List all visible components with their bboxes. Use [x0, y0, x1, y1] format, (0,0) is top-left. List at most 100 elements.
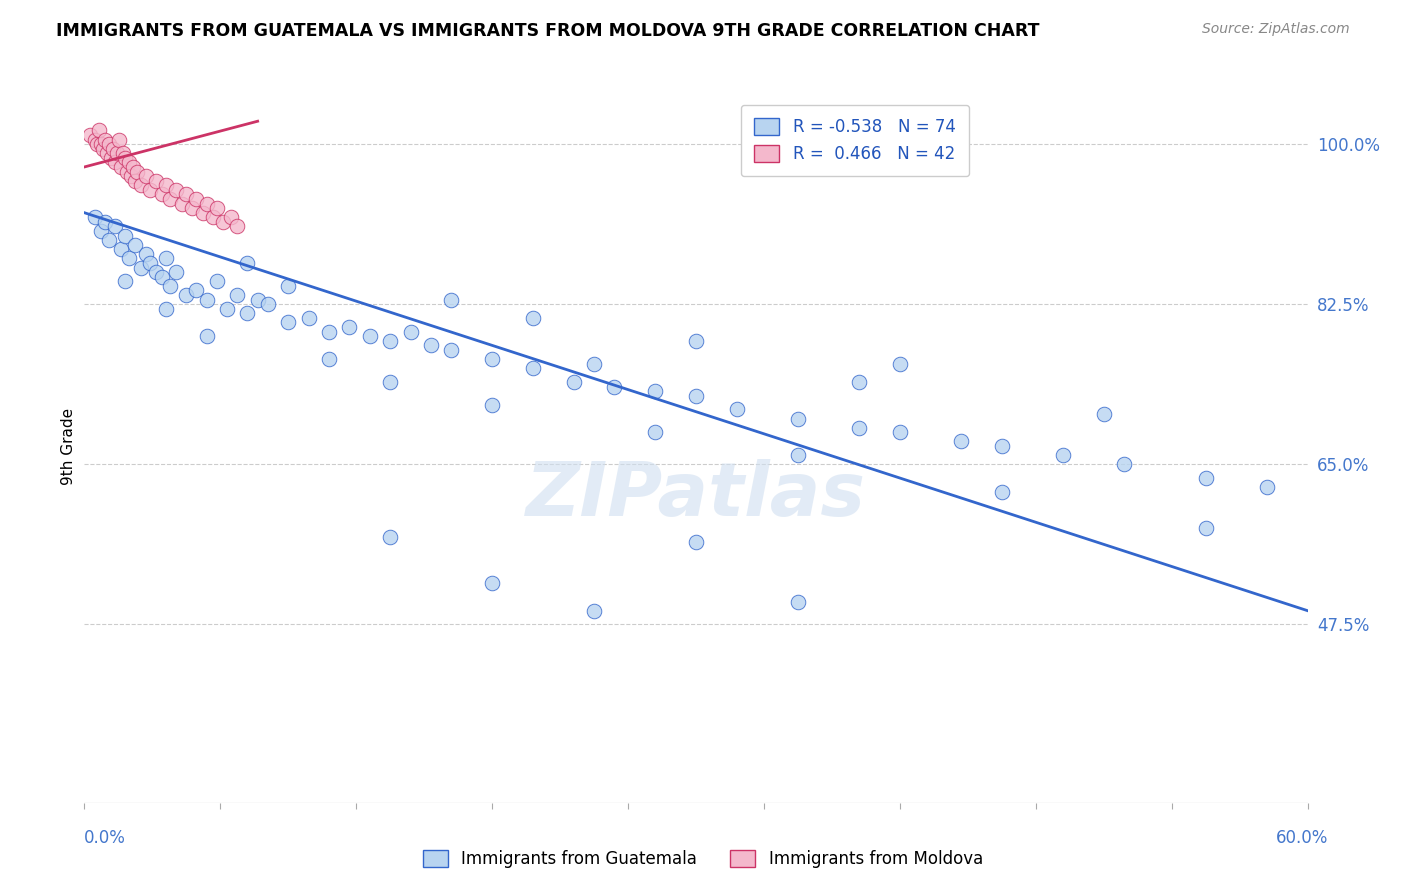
Point: [1114, 458, 1136, 472]
Text: 0.0%: 0.0%: [84, 829, 127, 847]
Point: [96, 146, 118, 161]
Point: [91, 142, 114, 156]
Text: IMMIGRANTS FROM GUATEMALA VS IMMIGRANTS FROM MOLDOVA 9TH GRADE CORRELATION CHART: IMMIGRANTS FROM GUATEMALA VS IMMIGRANTS …: [56, 22, 1040, 40]
Point: [277, 316, 299, 330]
Point: [787, 448, 810, 462]
Point: [150, 187, 173, 202]
Point: [159, 192, 181, 206]
Point: [359, 329, 381, 343]
Point: [165, 265, 187, 279]
Point: [124, 237, 146, 252]
Point: [562, 375, 585, 389]
Point: [195, 196, 218, 211]
Point: [644, 384, 666, 398]
Point: [1195, 521, 1218, 535]
Point: [108, 132, 131, 146]
Point: [174, 187, 197, 202]
Point: [685, 334, 707, 348]
Point: [150, 269, 173, 284]
Point: [186, 284, 208, 298]
Point: [145, 265, 167, 279]
Point: [155, 252, 177, 266]
Point: [127, 164, 149, 178]
Point: [110, 242, 132, 256]
Point: [205, 274, 228, 288]
Point: [159, 279, 181, 293]
Point: [481, 398, 503, 412]
Point: [725, 402, 748, 417]
Point: [236, 306, 259, 320]
Point: [990, 484, 1012, 499]
Point: [110, 160, 132, 174]
Point: [1052, 448, 1074, 462]
Point: [135, 247, 157, 261]
Point: [298, 310, 321, 325]
Point: [115, 164, 138, 178]
Point: [1092, 407, 1115, 421]
Point: [131, 178, 153, 193]
Point: [318, 352, 340, 367]
Point: [93, 215, 115, 229]
Point: [481, 352, 503, 367]
Point: [440, 293, 463, 307]
Legend: Immigrants from Guatemala, Immigrants from Moldova: Immigrants from Guatemala, Immigrants fr…: [416, 843, 990, 875]
Point: [114, 151, 136, 165]
Point: [205, 201, 228, 215]
Point: [219, 211, 242, 225]
Point: [93, 132, 115, 146]
Point: [522, 361, 544, 376]
Point: [114, 228, 136, 243]
Point: [226, 219, 249, 234]
Point: [195, 293, 218, 307]
Point: [138, 183, 160, 197]
Point: [990, 439, 1012, 453]
Point: [257, 297, 280, 311]
Point: [97, 137, 120, 152]
Point: [86, 137, 108, 152]
Point: [246, 293, 269, 307]
Point: [114, 274, 136, 288]
Point: [181, 201, 204, 215]
Point: [226, 288, 249, 302]
Point: [201, 211, 224, 225]
Point: [582, 357, 605, 371]
Point: [195, 329, 218, 343]
Point: [889, 357, 911, 371]
Point: [318, 325, 340, 339]
Point: [104, 219, 127, 234]
Point: [135, 169, 157, 183]
Point: [399, 325, 422, 339]
Point: [165, 183, 187, 197]
Point: [191, 205, 214, 219]
Point: [172, 196, 194, 211]
Point: [87, 123, 110, 137]
Legend: R = -0.538   N = 74, R =  0.466   N = 42: R = -0.538 N = 74, R = 0.466 N = 42: [741, 104, 969, 176]
Point: [848, 420, 870, 434]
Point: [122, 160, 145, 174]
Point: [685, 389, 707, 403]
Point: [186, 192, 208, 206]
Text: 60.0%: 60.0%: [1277, 829, 1329, 847]
Point: [100, 151, 122, 165]
Point: [97, 233, 120, 247]
Text: ZIPatlas: ZIPatlas: [526, 459, 866, 533]
Point: [603, 379, 626, 393]
Point: [380, 375, 402, 389]
Point: [104, 155, 127, 169]
Point: [155, 301, 177, 316]
Point: [79, 128, 101, 142]
Point: [83, 211, 105, 225]
Text: Source: ZipAtlas.com: Source: ZipAtlas.com: [1202, 22, 1350, 37]
Point: [138, 256, 160, 270]
Point: [101, 142, 124, 156]
Point: [112, 146, 135, 161]
Point: [889, 425, 911, 440]
Point: [90, 137, 112, 152]
Point: [1195, 471, 1218, 485]
Y-axis label: 9th Grade: 9th Grade: [60, 408, 76, 484]
Point: [848, 375, 870, 389]
Point: [420, 338, 443, 352]
Point: [644, 425, 666, 440]
Point: [787, 594, 810, 608]
Point: [236, 256, 259, 270]
